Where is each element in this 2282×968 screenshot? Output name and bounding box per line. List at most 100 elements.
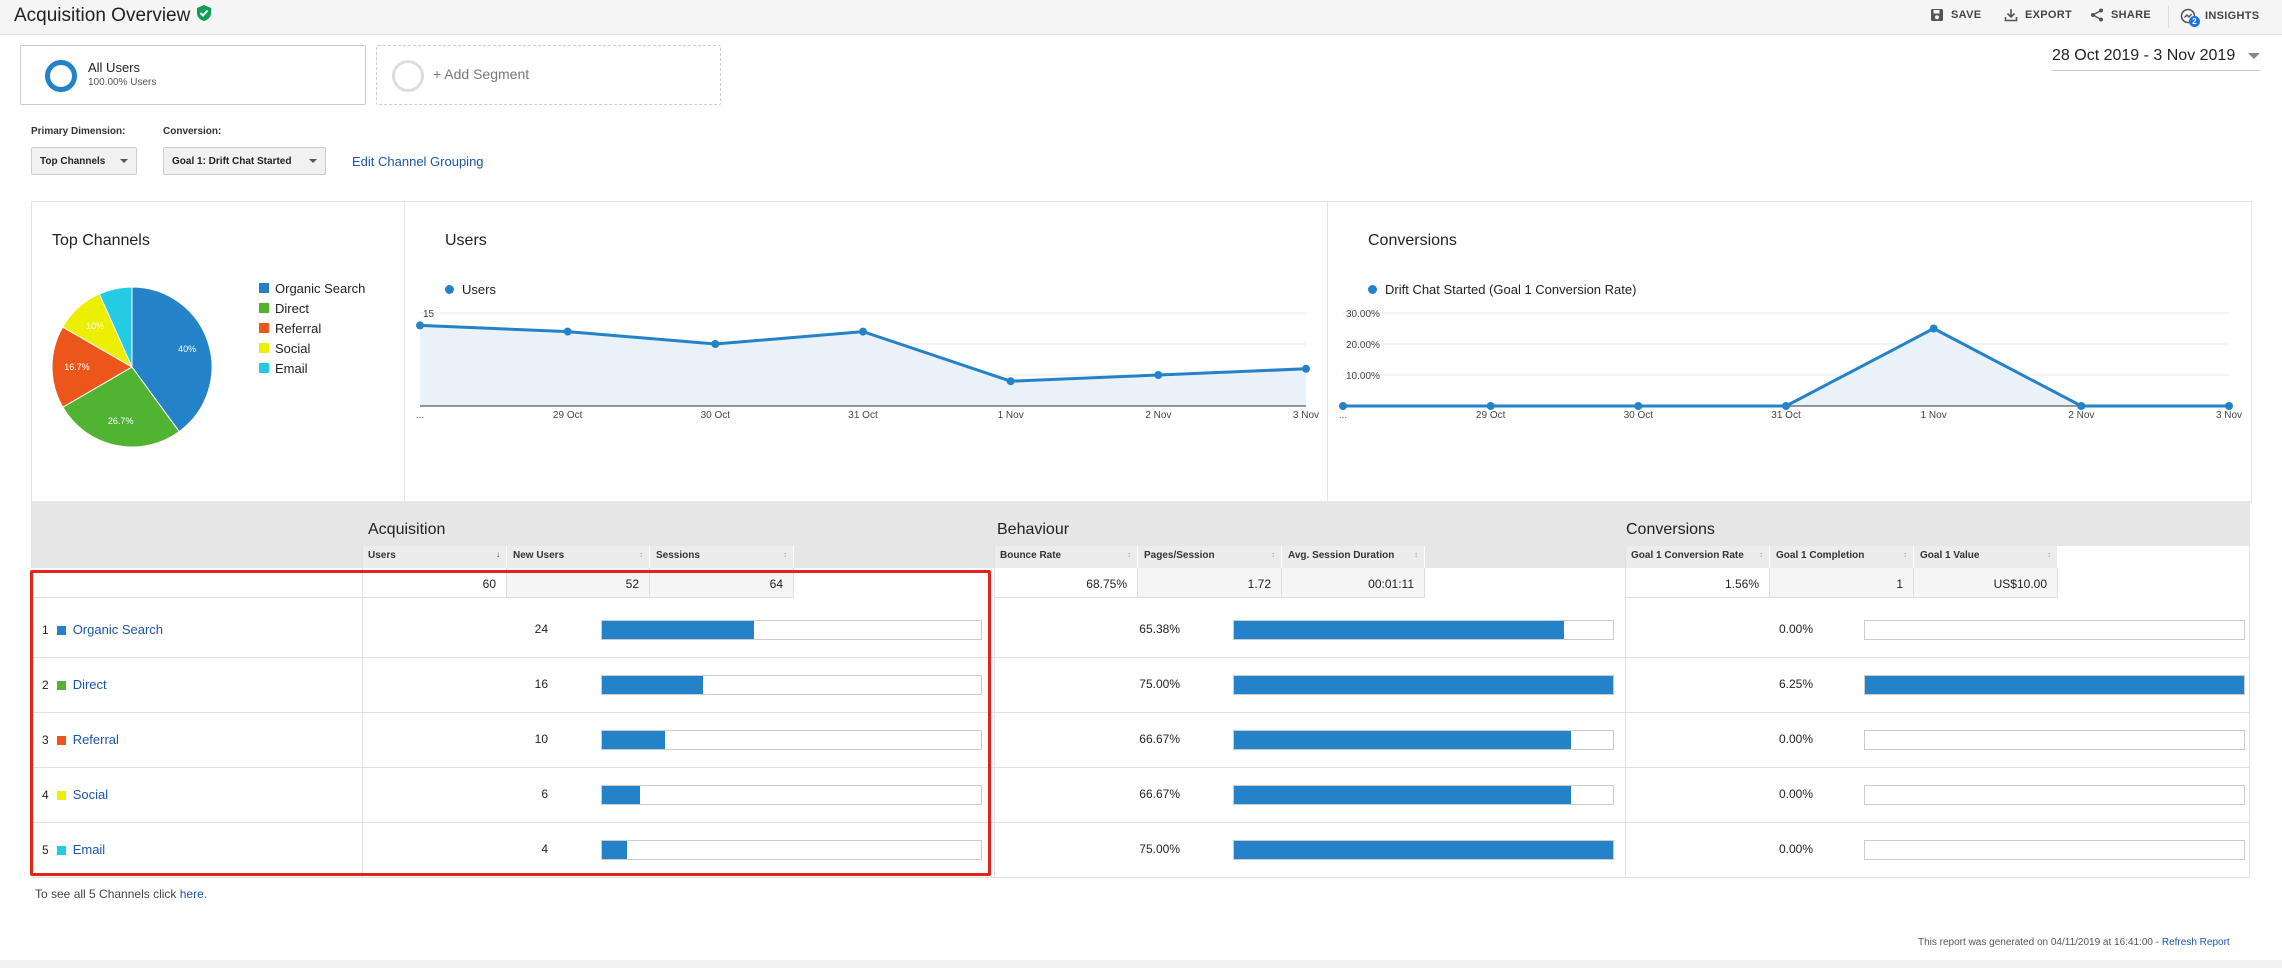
- channel-link-referral[interactable]: Referral: [72, 732, 119, 747]
- legend-swatch: [259, 343, 269, 353]
- col-header-avg-session-duration[interactable]: Avg. Session Duration ↕: [1282, 546, 1425, 568]
- see-all-link[interactable]: here.: [179, 887, 208, 901]
- save-label: SAVE: [1951, 9, 1982, 21]
- legend-label: Social: [275, 340, 311, 356]
- users-point[interactable]: [711, 340, 720, 348]
- date-range-text: 28 Oct 2019 - 3 Nov 2019: [2052, 47, 2236, 64]
- col-header-users[interactable]: Users ↓: [362, 546, 507, 568]
- table-row: 1 Organic Search 24 65.38% 0.00%: [31, 603, 2250, 658]
- legend-item-social: Social: [259, 338, 365, 358]
- row-index: 3: [42, 733, 49, 747]
- sort-icon[interactable]: ↕: [1759, 550, 1763, 559]
- users-area: [420, 325, 1306, 406]
- sort-icon[interactable]: ↕: [1271, 550, 1275, 559]
- cell-users: 4: [541, 842, 548, 856]
- users-legend-label: Users: [462, 282, 496, 297]
- total-goal1-value: US$10.00: [1914, 568, 2058, 598]
- pie-slice-email[interactable]: [98, 287, 133, 368]
- page-title: Acquisition Overview: [14, 4, 212, 28]
- conversions-point[interactable]: [1486, 402, 1495, 410]
- conversions-point[interactable]: [2225, 402, 2233, 410]
- conversions-point[interactable]: [1339, 402, 1347, 410]
- segment-title: All Users: [88, 60, 141, 75]
- edit-channel-grouping-link[interactable]: Edit Channel Grouping: [352, 154, 484, 169]
- channel-link-social[interactable]: Social: [72, 787, 109, 802]
- cell-bounce-rate: 66.67%: [1139, 732, 1180, 746]
- conversions-xtick: 2 Nov: [2068, 410, 2094, 421]
- col-header-goal1-completion[interactable]: Goal 1 Completion ↕: [1770, 546, 1914, 568]
- conversions-ytick: 10.00%: [1346, 371, 1380, 382]
- col-header-new-users[interactable]: New Users ↕: [507, 546, 650, 568]
- header-blank-cell: [31, 546, 362, 568]
- col-header-goal1-conversion-rate[interactable]: Goal 1 Conversion Rate ↕: [1625, 546, 1770, 568]
- conversions-point[interactable]: [1634, 402, 1643, 410]
- table-row: 3 Referral 10 66.67% 0.00%: [31, 713, 2250, 768]
- sort-icon[interactable]: ↕: [1127, 550, 1131, 559]
- insights-button[interactable]: 2 INSIGHTS: [2180, 8, 2260, 27]
- conversions-area: [1343, 328, 2229, 406]
- bar-fill: [602, 841, 628, 859]
- pie-slice-direct[interactable]: [62, 366, 180, 447]
- row-channel-cell: 3 Referral: [42, 732, 119, 747]
- insights-label: INSIGHTS: [2205, 10, 2260, 22]
- pie-label-organic: 40%: [178, 344, 196, 354]
- users-point[interactable]: [1006, 377, 1015, 386]
- cell-goal1-conversion-rate: 0.00%: [1778, 842, 1813, 856]
- share-label: SHARE: [2111, 9, 2152, 21]
- sort-icon[interactable]: ↓: [496, 550, 500, 559]
- total-avg-session-duration: 00:01:11: [1282, 568, 1425, 598]
- overview-charts: Top Channels 40% 26.7% 16.7% 10% Organic Se…: [31, 201, 2252, 503]
- conversions-point[interactable]: [2077, 402, 2086, 410]
- bar-users: [601, 785, 982, 805]
- export-button[interactable]: EXPORT: [2004, 8, 2072, 22]
- users-point[interactable]: [1154, 371, 1163, 379]
- share-button[interactable]: SHARE: [2090, 8, 2151, 22]
- top-channels-title: Top Channels: [52, 232, 150, 249]
- bar-goal1-conversion-rate: [1864, 840, 2245, 860]
- refresh-report-link[interactable]: Refresh Report: [2161, 937, 2230, 948]
- sort-icon[interactable]: ↕: [1414, 550, 1418, 559]
- bar-bounce-rate: [1233, 620, 1614, 640]
- col-header-bounce-rate[interactable]: Bounce Rate ↕: [994, 546, 1138, 568]
- group-behaviour: Behaviour: [997, 521, 1070, 538]
- conversions-xtick: 3 Nov: [2216, 410, 2242, 421]
- caret-down-icon: [309, 159, 317, 163]
- save-button[interactable]: SAVE: [1930, 8, 1981, 22]
- legend-swatch: [259, 363, 269, 373]
- add-segment-box[interactable]: + Add Segment: [376, 45, 721, 105]
- users-point[interactable]: [416, 321, 424, 330]
- segment-all-users[interactable]: All Users 100.00% Users: [20, 45, 366, 105]
- caret-down-icon: [120, 159, 128, 163]
- pie-label-referral: 16.7%: [64, 362, 90, 372]
- users-point[interactable]: [859, 327, 867, 336]
- sort-icon[interactable]: ↕: [639, 550, 643, 559]
- col-header-label: Users: [368, 550, 396, 561]
- sort-icon[interactable]: ↕: [2047, 550, 2051, 559]
- conversions-point[interactable]: [1929, 324, 1938, 333]
- conversion-dropdown[interactable]: Goal 1: Drift Chat Started: [163, 147, 326, 175]
- date-range-picker[interactable]: 28 Oct 2019 - 3 Nov 2019: [2052, 47, 2260, 71]
- users-point[interactable]: [563, 327, 572, 336]
- sort-icon[interactable]: ↕: [783, 550, 787, 559]
- col-header-sessions[interactable]: Sessions ↕: [650, 546, 794, 568]
- pie-slice-organic[interactable]: [131, 287, 212, 433]
- col-header-pages-session[interactable]: Pages/Session ↕: [1138, 546, 1282, 568]
- channel-link-email[interactable]: Email: [72, 842, 106, 857]
- users-chart-title: Users: [445, 232, 487, 249]
- top-channels-pie: 40% 26.7% 16.7% 10%: [52, 287, 212, 447]
- users-point[interactable]: [1302, 364, 1310, 373]
- channel-link-organic[interactable]: Organic Search: [72, 622, 164, 637]
- col-header-goal1-value[interactable]: Goal 1 Value ↕: [1914, 546, 2058, 568]
- sort-icon[interactable]: ↕: [1903, 550, 1907, 559]
- users-chart-legend: Users: [445, 282, 496, 297]
- primary-dimension-dropdown[interactable]: Top Channels: [31, 147, 137, 175]
- pie-slice-referral[interactable]: [52, 326, 133, 408]
- channel-link-direct[interactable]: Direct: [72, 677, 107, 692]
- total-pages-session: 1.72: [1138, 568, 1282, 598]
- total-goal1-completion: 1: [1770, 568, 1914, 598]
- conversions-point[interactable]: [1782, 402, 1790, 410]
- bar-bounce-rate: [1233, 840, 1614, 860]
- bar-fill: [1234, 676, 1613, 694]
- save-icon: [1931, 9, 1943, 21]
